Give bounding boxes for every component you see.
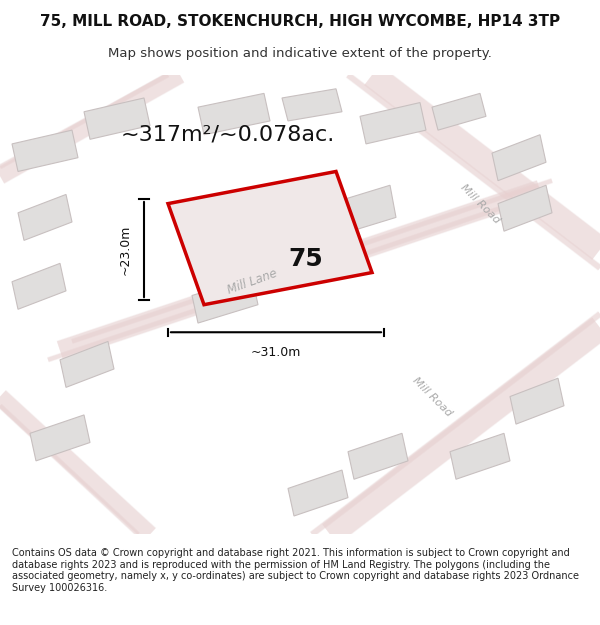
Polygon shape <box>60 341 114 388</box>
Polygon shape <box>348 433 408 479</box>
Text: Mill Road: Mill Road <box>458 182 502 225</box>
Text: 75, MILL ROAD, STOKENCHURCH, HIGH WYCOMBE, HP14 3TP: 75, MILL ROAD, STOKENCHURCH, HIGH WYCOMB… <box>40 14 560 29</box>
Text: Contains OS data © Crown copyright and database right 2021. This information is : Contains OS data © Crown copyright and d… <box>12 548 579 592</box>
Polygon shape <box>228 204 306 254</box>
Polygon shape <box>360 102 426 144</box>
Polygon shape <box>330 185 396 236</box>
Polygon shape <box>84 98 150 139</box>
Polygon shape <box>282 89 342 121</box>
Polygon shape <box>450 433 510 479</box>
Text: ~317m²/~0.078ac.: ~317m²/~0.078ac. <box>121 125 335 145</box>
Polygon shape <box>12 263 66 309</box>
Polygon shape <box>30 415 90 461</box>
Text: Mill Road: Mill Road <box>410 375 454 418</box>
Text: ~31.0m: ~31.0m <box>251 346 301 359</box>
Text: Map shows position and indicative extent of the property.: Map shows position and indicative extent… <box>108 48 492 61</box>
Polygon shape <box>198 93 270 135</box>
Polygon shape <box>492 135 546 181</box>
Polygon shape <box>432 93 486 130</box>
Polygon shape <box>192 277 258 323</box>
Text: Mill Lane: Mill Lane <box>225 267 279 297</box>
Polygon shape <box>18 194 72 241</box>
Text: 75: 75 <box>289 247 323 271</box>
Polygon shape <box>510 378 564 424</box>
Polygon shape <box>288 470 348 516</box>
Polygon shape <box>12 130 78 171</box>
Polygon shape <box>168 171 372 304</box>
Text: ~23.0m: ~23.0m <box>119 224 132 275</box>
Polygon shape <box>498 185 552 231</box>
